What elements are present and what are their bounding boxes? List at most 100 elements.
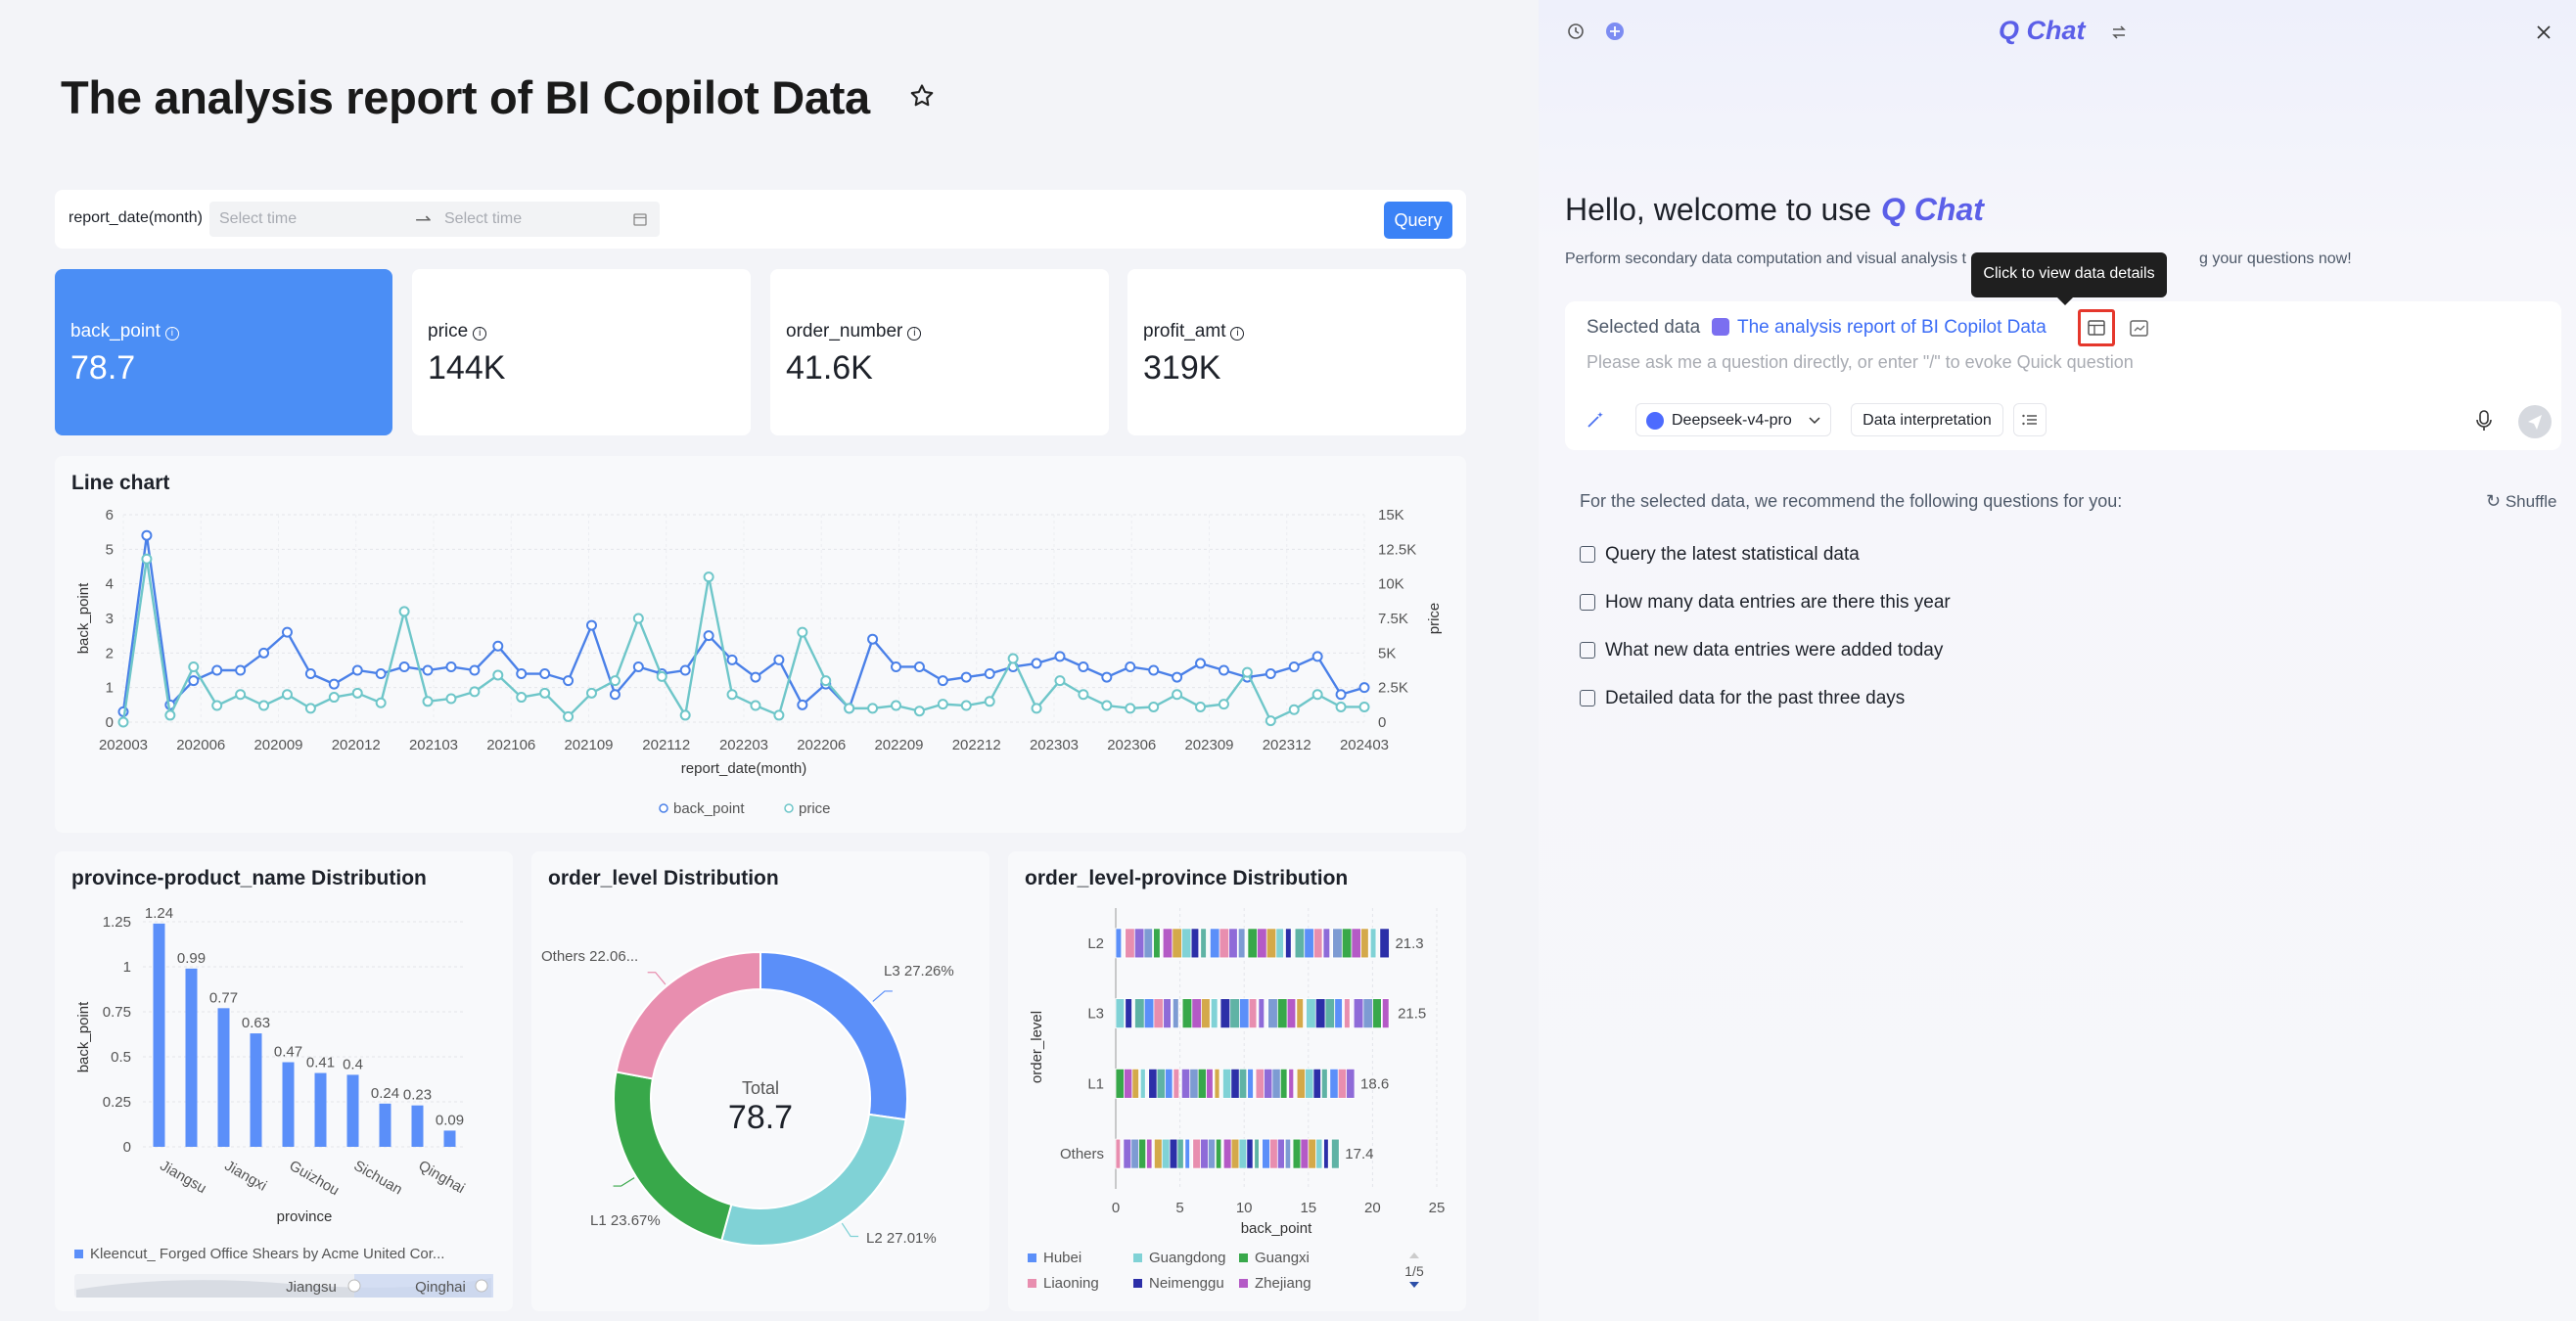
price-point bbox=[445, 693, 457, 705]
stack-segment bbox=[1322, 928, 1331, 959]
price-point bbox=[1195, 701, 1207, 712]
stack-segment bbox=[1124, 1068, 1133, 1099]
stack-segment bbox=[1133, 928, 1146, 959]
star-icon[interactable] bbox=[908, 82, 936, 110]
bar-value-label: 0.23 bbox=[403, 1087, 432, 1104]
stack-segment bbox=[1315, 1138, 1323, 1169]
y-right-tick-label: 15K bbox=[1378, 507, 1404, 524]
stack-segment bbox=[1247, 1068, 1254, 1099]
stack-segment bbox=[1230, 1068, 1241, 1099]
price-point bbox=[1101, 700, 1113, 711]
calendar-icon[interactable] bbox=[632, 211, 648, 227]
y-tick-label: 1.25 bbox=[103, 914, 131, 931]
stack-segment bbox=[1130, 1138, 1140, 1169]
question-text: How many data entries are there this yea… bbox=[1605, 592, 1951, 613]
bar-value-label: 0.47 bbox=[274, 1044, 302, 1061]
date-range-picker[interactable]: Select time ⇀ Select time bbox=[209, 202, 660, 237]
price-point bbox=[211, 700, 223, 711]
back_point-point bbox=[867, 633, 879, 645]
selected-data-label: Selected data bbox=[1587, 317, 1701, 338]
kpi-card-order-number[interactable]: order_number i 41.6K bbox=[770, 269, 1109, 435]
price-point bbox=[281, 689, 293, 701]
send-icon[interactable] bbox=[2518, 405, 2552, 438]
suggested-question[interactable]: What new data entries were added today bbox=[1580, 640, 1943, 661]
stack-segment bbox=[1275, 928, 1284, 959]
page-title: The analysis report of BI Copilot Data bbox=[61, 71, 870, 123]
shuffle-button[interactable]: ↻ Shuffle bbox=[2486, 491, 2556, 512]
view-data-details-button[interactable] bbox=[2078, 309, 2115, 346]
slice-label: L2 27.01% bbox=[866, 1230, 937, 1247]
question-text: Detailed data for the past three days bbox=[1605, 688, 1906, 708]
price-point bbox=[1311, 689, 1323, 701]
stack-segment bbox=[1276, 998, 1289, 1029]
price-point bbox=[516, 692, 528, 704]
legend-marker bbox=[74, 1250, 83, 1258]
question-icon bbox=[1580, 546, 1595, 563]
question-input[interactable]: Please ask me a question directly, or en… bbox=[1587, 352, 2134, 372]
history-icon[interactable] bbox=[1566, 22, 1586, 41]
stack-segment bbox=[1258, 998, 1265, 1029]
start-date-input[interactable]: Select time bbox=[219, 210, 298, 227]
info-icon[interactable]: i bbox=[1230, 327, 1245, 341]
x-tick-label: 0 bbox=[1112, 1200, 1120, 1216]
stack-segment bbox=[1165, 1068, 1173, 1099]
x-tick-label: Guizhou bbox=[287, 1158, 343, 1200]
x-tick-label: 202206 bbox=[797, 737, 846, 753]
x-tick-label: 202209 bbox=[874, 737, 923, 753]
model-select[interactable]: Deepseek-v4-pro bbox=[1635, 403, 1831, 436]
subtitle-text: Perform secondary data computation and v… bbox=[1565, 251, 1966, 267]
price-point bbox=[773, 709, 785, 721]
price-point bbox=[1125, 703, 1136, 714]
tooltip: Click to view data details bbox=[1971, 252, 2167, 305]
chart-settings-icon[interactable] bbox=[2129, 319, 2150, 339]
range-arrow-icon: ⇀ bbox=[415, 209, 432, 231]
stack-segment bbox=[1215, 1138, 1222, 1169]
back_point-point bbox=[937, 675, 948, 687]
magic-wand-icon[interactable] bbox=[1585, 409, 1606, 431]
stack-segment bbox=[1237, 928, 1246, 959]
x-tick-label: 202109 bbox=[564, 737, 613, 753]
new-chat-icon[interactable] bbox=[1605, 22, 1625, 41]
chart-title: province-product_name Distribution bbox=[71, 867, 427, 889]
order-level-province-card: order_level-province Distribution 0 5 10 15… bbox=[1008, 851, 1466, 1311]
bar bbox=[314, 1072, 327, 1147]
back_point-point bbox=[960, 671, 972, 683]
back_point-point bbox=[797, 699, 808, 710]
y-tick-label: L2 bbox=[1087, 935, 1104, 952]
selected-dataset-link[interactable]: The analysis report of BI Copilot Data bbox=[1737, 317, 2047, 338]
bar bbox=[282, 1062, 295, 1147]
bar-total-label: 21.5 bbox=[1398, 1006, 1426, 1023]
price-point bbox=[164, 709, 176, 721]
stack-segment bbox=[1312, 928, 1323, 959]
order-level-donut-chart: L3 27.26% L2 27.01% L1 23.67% Others 22.06.… bbox=[541, 948, 954, 1247]
x-axis-label: province bbox=[277, 1208, 333, 1225]
price-point bbox=[469, 686, 481, 698]
kpi-value: 144K bbox=[428, 349, 506, 387]
back_point-point bbox=[422, 664, 434, 676]
x-tick-label: 202103 bbox=[409, 737, 458, 753]
back_point-point bbox=[1125, 660, 1136, 672]
kpi-card-profit-amt[interactable]: profit_amt i 319K bbox=[1127, 269, 1466, 435]
info-icon[interactable]: i bbox=[907, 327, 922, 341]
kpi-card-price[interactable]: price i 144K bbox=[412, 269, 751, 435]
end-date-input[interactable]: Select time bbox=[444, 210, 523, 227]
bar bbox=[153, 923, 165, 1147]
data-interpretation-button[interactable]: Data interpretation bbox=[1851, 403, 2003, 436]
stack-segment bbox=[1286, 998, 1297, 1029]
back_point-point bbox=[913, 660, 925, 672]
microphone-icon[interactable] bbox=[2473, 409, 2495, 433]
info-icon[interactable]: i bbox=[164, 327, 179, 341]
options-button[interactable] bbox=[2013, 403, 2047, 436]
info-icon[interactable]: i bbox=[473, 327, 487, 341]
query-button[interactable]: Query bbox=[1384, 202, 1452, 239]
range-slider-handle bbox=[347, 1279, 361, 1293]
chat-input-box[interactable]: Selected data The analysis report of BI … bbox=[1565, 301, 2561, 450]
y-tick-label: 2 bbox=[106, 645, 114, 661]
stack-segment bbox=[1369, 928, 1377, 959]
close-icon[interactable] bbox=[2535, 23, 2553, 41]
switch-icon[interactable] bbox=[2110, 23, 2128, 41]
suggested-question[interactable]: How many data entries are there this yea… bbox=[1580, 592, 1951, 614]
kpi-card-back-point[interactable]: back_point i 78.7 bbox=[55, 269, 392, 435]
suggested-question[interactable]: Query the latest statistical data bbox=[1580, 544, 1860, 566]
suggested-question[interactable]: Detailed data for the past three days bbox=[1580, 688, 1905, 709]
